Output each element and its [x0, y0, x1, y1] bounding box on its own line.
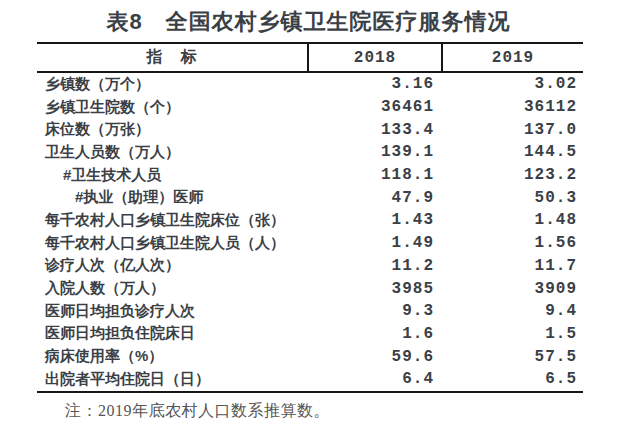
- value-2019: 123.2: [443, 166, 583, 184]
- value-2019: 137.0: [443, 121, 583, 139]
- row-label: 入院人数（万人）: [37, 279, 309, 298]
- value-2019: 6.5: [443, 370, 583, 388]
- row-label: #卫生技术人员: [37, 166, 309, 185]
- header-year-2019: 2019: [443, 44, 583, 71]
- value-2019: 3.02: [443, 75, 583, 93]
- value-2019: 9.4: [443, 302, 583, 320]
- row-label: 诊疗人次（亿人次）: [37, 256, 309, 275]
- value-2018: 139.1: [309, 143, 443, 161]
- table-row: 床位数（万张） 133.4 137.0: [37, 118, 583, 141]
- value-2019: 50.3: [443, 189, 583, 207]
- table-row: 每千农村人口乡镇卫生院人员（人） 1.49 1.56: [37, 232, 583, 255]
- row-label: 床位数（万张）: [37, 120, 309, 139]
- value-2019: 144.5: [443, 143, 583, 161]
- table-row: 病床使用率（%） 59.6 57.5: [37, 345, 583, 368]
- table-row: 乡镇数（万个） 3.16 3.02: [37, 73, 583, 96]
- row-label: 乡镇数（万个）: [37, 75, 309, 94]
- table-footnote: 注：2019年底农村人口数系推算数。: [65, 401, 330, 422]
- table-row: #卫生技术人员 118.1 123.2: [37, 164, 583, 187]
- row-label: 出院者平均住院日（日）: [37, 370, 309, 389]
- value-2019: 1.48: [443, 211, 583, 229]
- table-body: 乡镇数（万个） 3.16 3.02 乡镇卫生院数（个） 36461 36112 …: [37, 73, 583, 391]
- table-header-row: 指 标 2018 2019: [37, 44, 583, 73]
- value-2018: 9.3: [309, 302, 443, 320]
- row-label: 医师日均担负诊疗人次: [37, 302, 309, 321]
- header-indicator: 指 标: [37, 44, 309, 71]
- table-row: 医师日均担负诊疗人次 9.3 9.4: [37, 300, 583, 323]
- table-row: 诊疗人次（亿人次） 11.2 11.7: [37, 255, 583, 278]
- table-row: 医师日均担负住院床日 1.6 1.5: [37, 323, 583, 346]
- statistics-table: 指 标 2018 2019 乡镇数（万个） 3.16 3.02 乡镇卫生院数（个…: [37, 42, 583, 393]
- table-row: #执业（助理）医师 47.9 50.3: [37, 186, 583, 209]
- value-2018: 3.16: [309, 75, 443, 93]
- table-row: 卫生人员数（万人） 139.1 144.5: [37, 141, 583, 164]
- value-2018: 36461: [309, 98, 443, 116]
- table-row: 乡镇卫生院数（个） 36461 36112: [37, 96, 583, 119]
- row-label: 乡镇卫生院数（个）: [37, 98, 309, 117]
- value-2018: 59.6: [309, 348, 443, 366]
- value-2018: 1.6: [309, 325, 443, 343]
- value-2019: 1.56: [443, 234, 583, 252]
- value-2019: 11.7: [443, 257, 583, 275]
- value-2018: 118.1: [309, 166, 443, 184]
- row-label: 病床使用率（%）: [37, 347, 309, 366]
- value-2018: 6.4: [309, 370, 443, 388]
- row-label: #执业（助理）医师: [37, 188, 309, 207]
- row-label: 医师日均担负住院床日: [37, 324, 309, 343]
- value-2019: 3909: [443, 280, 583, 298]
- table-row: 每千农村人口乡镇卫生院床位（张） 1.43 1.48: [37, 209, 583, 232]
- row-label: 卫生人员数（万人）: [37, 143, 309, 162]
- value-2018: 47.9: [309, 189, 443, 207]
- value-2019: 57.5: [443, 348, 583, 366]
- value-2018: 11.2: [309, 257, 443, 275]
- value-2019: 36112: [443, 98, 583, 116]
- value-2018: 1.49: [309, 234, 443, 252]
- value-2018: 3985: [309, 280, 443, 298]
- row-label: 每千农村人口乡镇卫生院人员（人）: [37, 234, 309, 253]
- table-row: 出院者平均住院日（日） 6.4 6.5: [37, 368, 583, 391]
- header-year-2018: 2018: [309, 44, 443, 71]
- row-label: 每千农村人口乡镇卫生院床位（张）: [37, 211, 309, 230]
- value-2019: 1.5: [443, 325, 583, 343]
- value-2018: 1.43: [309, 211, 443, 229]
- table-title: 表8 全国农村乡镇卫生院医疗服务情况: [0, 7, 617, 37]
- value-2018: 133.4: [309, 121, 443, 139]
- table-row: 入院人数（万人） 3985 3909: [37, 277, 583, 300]
